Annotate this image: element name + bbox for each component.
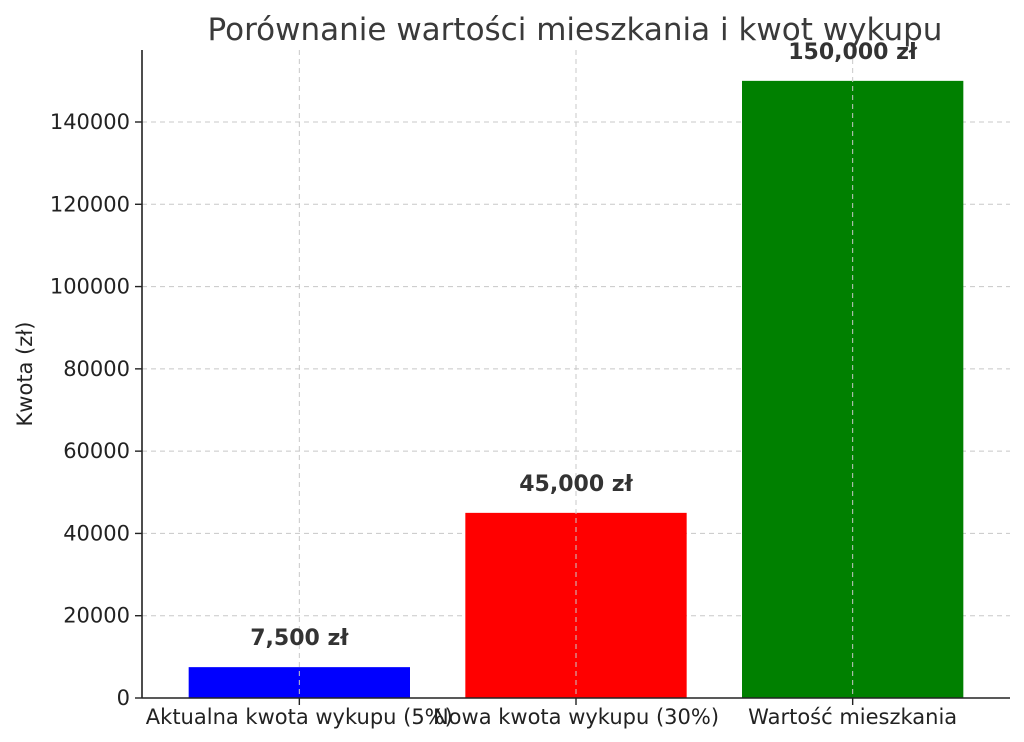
y-tick-label: 140000 <box>50 110 130 134</box>
y-tick-label: 120000 <box>50 192 130 216</box>
y-tick-label: 40000 <box>63 521 130 545</box>
bar <box>465 512 687 698</box>
y-axis-label: Kwota (zł) <box>13 322 37 427</box>
bar-data-label: 150,000 zł <box>788 40 918 65</box>
y-tick-label: 80000 <box>63 357 130 381</box>
y-tick-label: 100000 <box>50 275 130 299</box>
bar <box>742 80 964 699</box>
x-tick-label: Wartość mieszkania <box>748 705 957 729</box>
label-layer: 0 20000 40000 60000 80000 100000 120000 140000 A… <box>50 40 957 729</box>
y-tick-label: 0 <box>117 686 130 710</box>
y-tick-label: 20000 <box>63 604 130 628</box>
bar-data-label: 7,500 zł <box>250 626 349 651</box>
y-tick-label: 60000 <box>63 439 130 463</box>
x-tick-label: Aktualna kwota wykupu (5%) <box>146 705 453 729</box>
chart-title: Porównanie wartości mieszkania i kwot wy… <box>208 12 943 48</box>
bar-layer <box>188 80 964 699</box>
axis-layer <box>135 50 1010 705</box>
bar-data-label: 45,000 zł <box>519 472 633 497</box>
x-tick-label: Nowa kwota wykupu (30%) <box>433 705 719 729</box>
vertical-grid-layer <box>298 50 854 698</box>
